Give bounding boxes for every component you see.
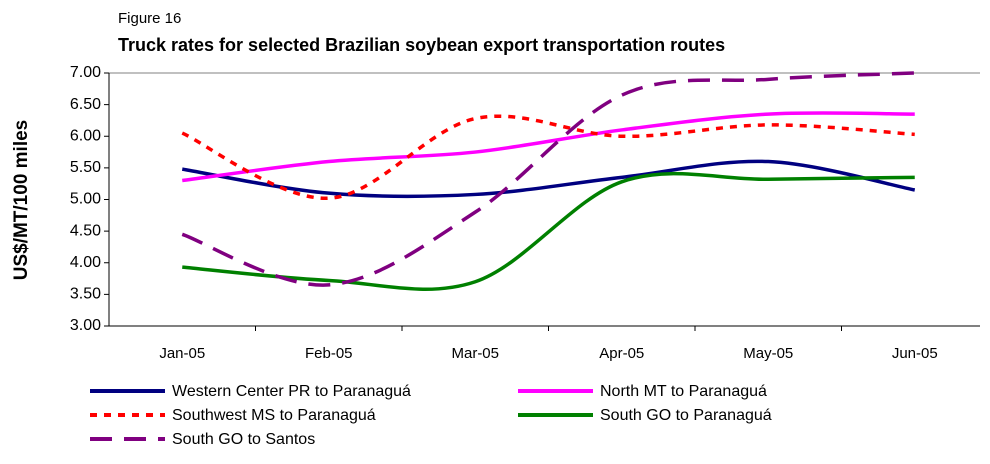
y-tick-label: 3.50 xyxy=(70,286,101,303)
series-line xyxy=(181,114,915,200)
x-tick-label: Feb-05 xyxy=(305,345,353,362)
series-line xyxy=(181,71,915,287)
series-line xyxy=(182,111,915,183)
y-tick-label: 4.00 xyxy=(70,254,101,271)
series-line xyxy=(182,171,915,291)
x-tick-label: May-05 xyxy=(743,345,793,362)
figure-label: Figure 16 xyxy=(118,10,181,27)
legend-label: Western Center PR to Paranaguá xyxy=(172,383,411,400)
x-tick-label: Jan-05 xyxy=(159,345,205,362)
y-tick-label: 6.00 xyxy=(70,127,101,144)
y-tick-label: 6.50 xyxy=(70,96,101,113)
legend-label: North MT to Paranaguá xyxy=(600,383,767,400)
x-tick-label: Apr-05 xyxy=(599,345,644,362)
x-tick-label: Mar-05 xyxy=(451,345,499,362)
x-tick-label: Jun-05 xyxy=(892,345,938,362)
legend-label: South GO to Paranaguá xyxy=(600,407,772,424)
y-tick-label: 7.00 xyxy=(70,64,101,81)
legend-label: South GO to Santos xyxy=(172,431,315,448)
y-tick-label: 5.00 xyxy=(70,191,101,208)
y-tick-label: 3.00 xyxy=(70,317,101,334)
y-axis-label: US$/MT/100 miles xyxy=(11,120,32,281)
chart-title: Truck rates for selected Brazilian soybe… xyxy=(118,35,725,55)
legend-label: Southwest MS to Paranaguá xyxy=(172,407,376,424)
series-line xyxy=(181,159,916,199)
y-tick-label: 5.50 xyxy=(70,159,101,176)
y-tick-label: 4.50 xyxy=(70,222,101,239)
